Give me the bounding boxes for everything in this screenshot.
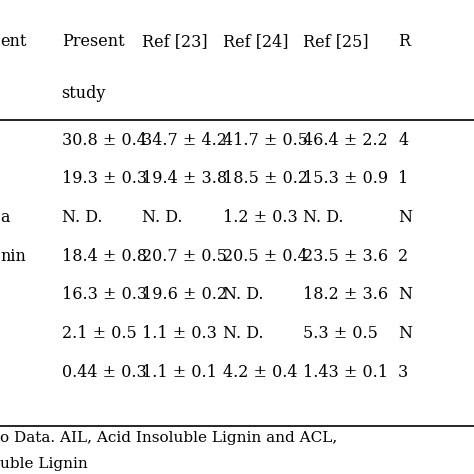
Text: 4.2 ± 0.4: 4.2 ± 0.4 (223, 364, 297, 381)
Text: 2: 2 (398, 248, 408, 264)
Text: N. D.: N. D. (223, 325, 263, 342)
Text: 41.7 ± 0.5: 41.7 ± 0.5 (223, 132, 308, 149)
Text: 5.3 ± 0.5: 5.3 ± 0.5 (303, 325, 378, 342)
Text: 1.1 ± 0.3: 1.1 ± 0.3 (142, 325, 217, 342)
Text: 34.7 ± 4.2: 34.7 ± 4.2 (142, 132, 227, 149)
Text: N. D.: N. D. (62, 209, 102, 226)
Text: 19.6 ± 0.2: 19.6 ± 0.2 (142, 286, 227, 303)
Text: 1: 1 (398, 171, 409, 188)
Text: 2.1 ± 0.5: 2.1 ± 0.5 (62, 325, 137, 342)
Text: 19.4 ± 3.8: 19.4 ± 3.8 (142, 171, 228, 188)
Text: 3: 3 (398, 364, 409, 381)
Text: N: N (398, 286, 412, 303)
Text: 30.8 ± 0.4: 30.8 ± 0.4 (62, 132, 146, 149)
Text: study: study (62, 85, 106, 102)
Text: a: a (0, 209, 9, 226)
Text: 0.44 ± 0.3: 0.44 ± 0.3 (62, 364, 146, 381)
Text: 20.5 ± 0.4: 20.5 ± 0.4 (223, 248, 308, 264)
Text: 1.43 ± 0.1: 1.43 ± 0.1 (303, 364, 388, 381)
Text: 19.3 ± 0.3: 19.3 ± 0.3 (62, 171, 147, 188)
Text: N: N (398, 209, 412, 226)
Text: 1.1 ± 0.1: 1.1 ± 0.1 (142, 364, 217, 381)
Text: ent: ent (0, 33, 27, 50)
Text: o Data. AIL, Acid Insoluble Lignin and ACL,: o Data. AIL, Acid Insoluble Lignin and A… (0, 431, 337, 445)
Text: R: R (398, 33, 410, 50)
Text: N. D.: N. D. (142, 209, 182, 226)
Text: Present: Present (62, 33, 124, 50)
Text: 15.3 ± 0.9: 15.3 ± 0.9 (303, 171, 389, 188)
Text: 18.2 ± 3.6: 18.2 ± 3.6 (303, 286, 389, 303)
Text: 23.5 ± 3.6: 23.5 ± 3.6 (303, 248, 389, 264)
Text: Ref [23]: Ref [23] (142, 33, 208, 50)
Text: 1.2 ± 0.3: 1.2 ± 0.3 (223, 209, 298, 226)
Text: 18.5 ± 0.2: 18.5 ± 0.2 (223, 171, 308, 188)
Text: N. D.: N. D. (303, 209, 344, 226)
Text: 16.3 ± 0.3: 16.3 ± 0.3 (62, 286, 147, 303)
Text: uble Lignin: uble Lignin (0, 457, 88, 471)
Text: 46.4 ± 2.2: 46.4 ± 2.2 (303, 132, 388, 149)
Text: 4: 4 (398, 132, 408, 149)
Text: Ref [24]: Ref [24] (223, 33, 288, 50)
Text: N: N (398, 325, 412, 342)
Text: Ref [25]: Ref [25] (303, 33, 369, 50)
Text: nin: nin (0, 248, 26, 264)
Text: 18.4 ± 0.8: 18.4 ± 0.8 (62, 248, 146, 264)
Text: N. D.: N. D. (223, 286, 263, 303)
Text: 20.7 ± 0.5: 20.7 ± 0.5 (142, 248, 227, 264)
